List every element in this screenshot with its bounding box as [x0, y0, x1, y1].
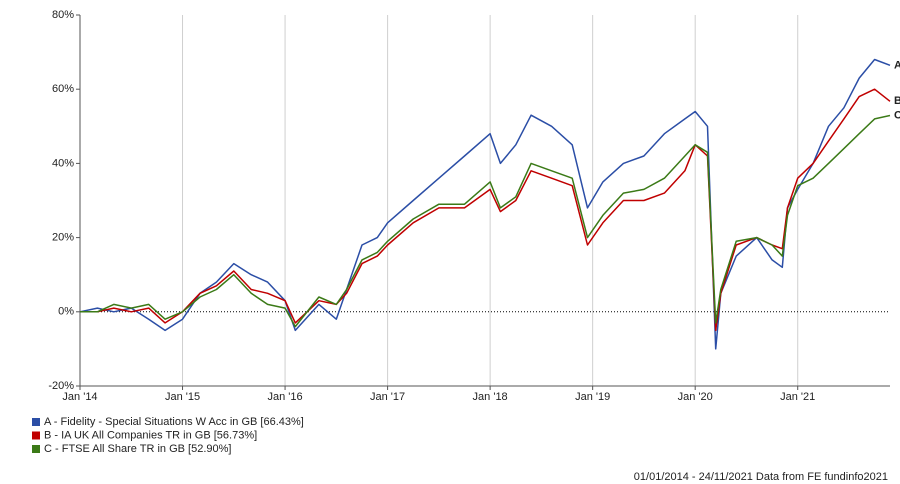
end-label: C	[894, 109, 900, 121]
y-tick-label: 0%	[58, 306, 74, 318]
x-tick-label: Jan '21	[780, 391, 815, 403]
y-tick-label: -20%	[48, 380, 74, 392]
legend-swatch	[32, 418, 40, 426]
legend-swatch	[32, 445, 40, 453]
x-tick-label: Jan '15	[165, 391, 200, 403]
x-tick-label: Jan '20	[678, 391, 713, 403]
y-tick-label: 20%	[52, 232, 74, 244]
x-tick-label: Jan '14	[62, 391, 97, 403]
legend-label: B - IA UK All Companies TR in GB [56.73%…	[44, 429, 257, 441]
y-tick-label: 80%	[52, 9, 74, 21]
legend-label: C - FTSE All Share TR in GB [52.90%]	[44, 443, 231, 455]
end-label: A	[894, 59, 900, 71]
footnote: 01/01/2014 - 24/11/2021 Data from FE fun…	[634, 471, 888, 483]
legend-swatch	[32, 431, 40, 440]
y-tick-label: 60%	[52, 83, 74, 95]
x-tick-label: Jan '19	[575, 391, 610, 403]
x-tick-label: Jan '17	[370, 391, 405, 403]
series-line	[80, 114, 891, 328]
series-line	[80, 88, 891, 332]
end-label: B	[894, 95, 900, 107]
x-tick-label: Jan '16	[267, 391, 302, 403]
y-tick-label: 40%	[52, 157, 74, 169]
series-line	[79, 58, 891, 350]
x-tick-label: Jan '18	[473, 391, 508, 403]
legend-label: A - Fidelity - Special Situations W Acc …	[44, 416, 304, 428]
